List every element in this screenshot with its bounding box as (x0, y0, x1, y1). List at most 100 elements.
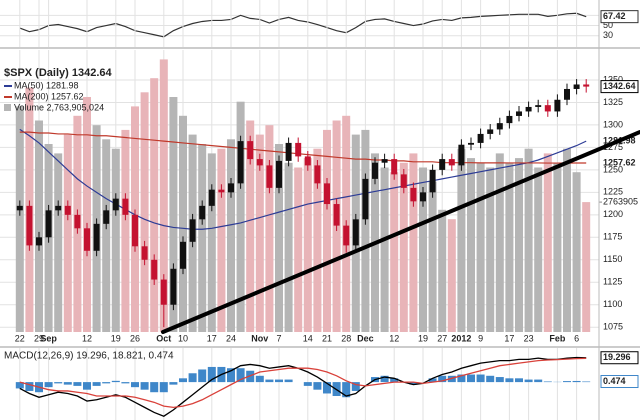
volume-bar (515, 158, 523, 332)
volume-bar (275, 144, 283, 332)
histogram-bar (83, 382, 91, 390)
volume-bar (438, 209, 447, 332)
y-tick-label: 1250 (603, 164, 623, 174)
volume-bar (534, 167, 543, 332)
histogram-bar (303, 382, 312, 386)
x-tick-label: 9 (478, 333, 483, 343)
candle-body (525, 106, 532, 112)
candle-body (295, 142, 302, 157)
histogram-bar (131, 382, 139, 388)
candle-body (304, 156, 311, 166)
volume-bar (524, 148, 533, 332)
candle-body (554, 99, 561, 112)
histogram-bar (265, 379, 274, 383)
histogram-bar (572, 380, 581, 383)
volume-bar (553, 162, 562, 332)
candle-body (506, 115, 513, 124)
candle-body (276, 160, 282, 188)
volume-bar (159, 59, 168, 333)
histogram-bar (25, 382, 34, 391)
histogram-bar (505, 378, 514, 383)
volume-bar (265, 125, 274, 332)
candle-body (496, 123, 503, 130)
volume-bar (169, 97, 178, 332)
y-tick-label: 50 (603, 20, 613, 30)
end-tag: 67.42 (603, 11, 626, 21)
end-tag: 19.296 (603, 352, 631, 362)
candle-body (420, 192, 426, 202)
histogram-bar (188, 373, 197, 383)
histogram-bar (73, 382, 82, 386)
volume-bar (284, 162, 293, 332)
histogram-bar (15, 382, 24, 389)
histogram-bar (476, 374, 485, 383)
candle-body (391, 159, 398, 175)
histogram-bar (428, 378, 437, 383)
x-tick-label: 19 (111, 333, 121, 343)
histogram-bar (44, 382, 53, 388)
end-tag-box (600, 10, 639, 24)
y-tick-label: 1175 (603, 232, 622, 242)
x-tick-label: 14 (303, 333, 313, 343)
histogram-bar (140, 382, 149, 390)
y-tick-label: 1075 (603, 322, 623, 332)
candle-body (324, 183, 330, 205)
volume-bar (35, 120, 43, 332)
end-tag-box (600, 375, 639, 389)
x-tick-label: Dec (357, 333, 374, 343)
candle-body (266, 165, 273, 188)
y-tick-label: 30 (603, 30, 613, 40)
x-tick-label: 24 (226, 333, 236, 343)
histogram-bar (351, 382, 360, 391)
histogram-bar (457, 374, 466, 383)
candle-body (410, 187, 417, 202)
candle-body (55, 205, 62, 211)
histogram-bar (54, 382, 63, 384)
volume-bar (505, 162, 514, 332)
volume-bar (572, 172, 581, 332)
histogram-bar (179, 378, 187, 383)
candle-body (228, 183, 234, 193)
candle-body (141, 246, 148, 260)
candle-body (208, 189, 215, 206)
y-tick-label: 1150 (603, 254, 622, 264)
end-tag-box (600, 351, 639, 365)
volume-bar (303, 158, 312, 332)
x-tick-label: 27 (437, 333, 447, 343)
histogram-bar (92, 382, 101, 386)
candle-body (535, 105, 542, 107)
candle-body (84, 228, 90, 251)
volume-bar (390, 172, 399, 332)
volume-bar (399, 162, 408, 332)
end-tag: 1257.62 (603, 157, 636, 167)
histogram-bar (227, 368, 235, 383)
price-legend: $SPX (Daily) 1342.64 (4, 67, 113, 79)
series-line (19, 356, 587, 417)
candle-body (343, 225, 350, 246)
volume-bar (227, 139, 235, 332)
volume-bar (428, 181, 437, 332)
y-tick-label: 1225 (603, 187, 623, 197)
volume-bar (361, 129, 370, 332)
legend-entry: Volume 2,763,905,024 (14, 102, 104, 112)
histogram-bar (495, 377, 504, 383)
volume-bar (102, 139, 111, 332)
histogram-bar (159, 382, 168, 393)
volume-bar (467, 158, 475, 332)
x-tick-label: 17 (207, 333, 217, 343)
legend-entry: MA(50) 1281.98 (14, 80, 79, 90)
histogram-bar (486, 375, 495, 383)
x-tick-label: 22 (15, 333, 25, 343)
x-tick-label: 12 (82, 333, 92, 343)
volume-bar (582, 202, 591, 332)
histogram-bar (169, 382, 178, 385)
histogram-bar (313, 382, 322, 390)
histogram-bar (111, 380, 120, 383)
candle-body (122, 198, 129, 215)
volume-bar (419, 167, 427, 332)
candle-body (64, 205, 71, 215)
legend-swatch (4, 104, 11, 111)
candle-body (103, 210, 110, 224)
x-tick-label: 10 (178, 333, 188, 343)
candle-body (132, 214, 138, 247)
